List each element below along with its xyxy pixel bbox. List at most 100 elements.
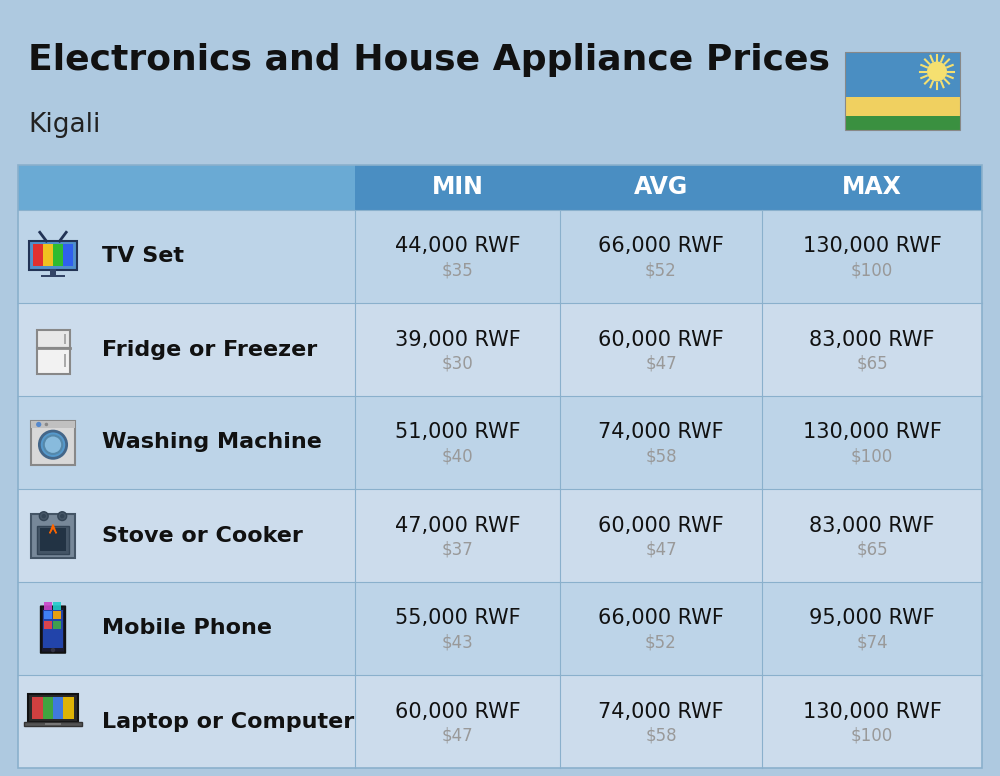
Bar [53,611,61,619]
Bar [31,421,75,465]
Text: $47: $47 [442,726,473,744]
Bar [64,334,66,344]
Text: 55,000 RWF: 55,000 RWF [395,608,520,629]
Bar [64,354,66,367]
Bar [40,528,66,551]
Text: 66,000 RWF: 66,000 RWF [598,608,724,629]
Bar [43,611,63,648]
Text: $35: $35 [442,262,473,279]
Text: $100: $100 [851,448,893,466]
Bar [18,489,982,582]
Bar [18,210,982,303]
Bar [44,602,52,610]
Bar [63,244,73,265]
Circle shape [58,511,67,521]
Bar [36,348,70,374]
Circle shape [39,511,48,521]
Text: 130,000 RWF: 130,000 RWF [803,422,941,442]
Bar [32,698,43,719]
Bar [28,694,78,722]
Text: TV Set: TV Set [102,247,184,266]
Text: 130,000 RWF: 130,000 RWF [803,702,941,722]
Bar [45,722,61,726]
Bar [53,602,61,610]
Bar [18,303,982,396]
Bar [53,244,63,265]
Bar [355,165,982,210]
Bar [41,275,65,277]
Text: $100: $100 [851,726,893,744]
Text: 66,000 RWF: 66,000 RWF [598,237,724,257]
Text: Stove or Cooker: Stove or Cooker [102,525,303,546]
Text: AVG: AVG [634,175,688,199]
Text: 47,000 RWF: 47,000 RWF [395,515,520,535]
Text: $30: $30 [442,355,473,372]
Circle shape [51,648,55,653]
Bar [33,244,43,265]
Text: 39,000 RWF: 39,000 RWF [395,330,520,349]
Text: $100: $100 [851,262,893,279]
Text: $52: $52 [645,262,677,279]
Text: Electronics and House Appliance Prices: Electronics and House Appliance Prices [28,43,830,77]
Circle shape [42,514,46,518]
Bar [31,421,75,428]
Bar [53,698,63,719]
Bar [18,165,982,768]
Text: $65: $65 [856,355,888,372]
Bar [24,722,82,726]
Text: $58: $58 [645,448,677,466]
Bar [29,241,77,270]
Bar [18,396,982,489]
Text: 130,000 RWF: 130,000 RWF [803,237,941,257]
Text: Fridge or Freezer: Fridge or Freezer [102,340,317,359]
Text: 60,000 RWF: 60,000 RWF [598,515,724,535]
Text: 83,000 RWF: 83,000 RWF [809,330,935,349]
Text: 51,000 RWF: 51,000 RWF [395,422,520,442]
Text: 44,000 RWF: 44,000 RWF [395,237,520,257]
Bar [53,621,61,629]
Text: 60,000 RWF: 60,000 RWF [395,702,520,722]
Circle shape [60,514,64,518]
Text: MIN: MIN [432,175,483,199]
Text: Laptop or Computer: Laptop or Computer [102,712,354,732]
Bar [37,525,69,554]
Text: 95,000 RWF: 95,000 RWF [809,608,935,629]
Text: $43: $43 [442,633,473,652]
Text: $40: $40 [442,448,473,466]
Bar [50,269,56,276]
Bar [845,116,960,130]
Text: 74,000 RWF: 74,000 RWF [598,702,724,722]
Text: $47: $47 [645,355,677,372]
Bar [18,165,355,210]
Text: $65: $65 [856,541,888,559]
Text: Washing Machine: Washing Machine [102,432,322,452]
Bar [18,675,982,768]
FancyBboxPatch shape [41,607,65,653]
Bar [44,621,52,629]
Text: 74,000 RWF: 74,000 RWF [598,422,724,442]
Text: $47: $47 [645,541,677,559]
Circle shape [45,423,48,426]
Bar [18,582,982,675]
Text: $58: $58 [645,726,677,744]
Bar [44,611,52,619]
Text: $52: $52 [645,633,677,652]
Text: 83,000 RWF: 83,000 RWF [809,515,935,535]
Circle shape [927,61,947,81]
Bar [63,698,74,719]
Circle shape [44,435,62,454]
Text: $74: $74 [856,633,888,652]
Bar [845,52,960,130]
Text: Kigali: Kigali [28,112,100,138]
Text: MAX: MAX [842,175,902,199]
Circle shape [36,422,41,427]
Bar [36,330,70,348]
Bar [43,698,53,719]
Text: $37: $37 [442,541,473,559]
Bar [845,52,960,97]
Bar [845,97,960,116]
Text: Mobile Phone: Mobile Phone [102,618,272,639]
Polygon shape [50,525,56,533]
Text: 60,000 RWF: 60,000 RWF [598,330,724,349]
Bar [31,514,75,557]
